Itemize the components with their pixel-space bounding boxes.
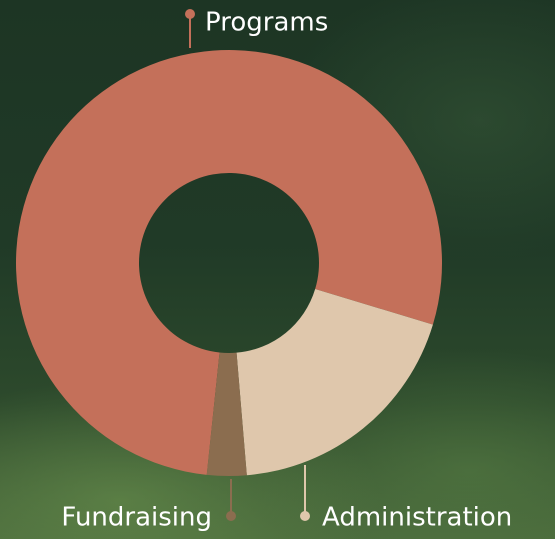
donut-segment — [237, 289, 433, 475]
chart: Programs Administration Fundraising — [0, 0, 555, 539]
leader-dot — [226, 511, 236, 521]
segment-label: Administration — [322, 503, 512, 533]
leader-dot — [300, 511, 310, 521]
leader-dot — [185, 9, 195, 19]
segment-label: Fundraising — [61, 503, 212, 533]
segment-label: Programs — [205, 8, 328, 38]
